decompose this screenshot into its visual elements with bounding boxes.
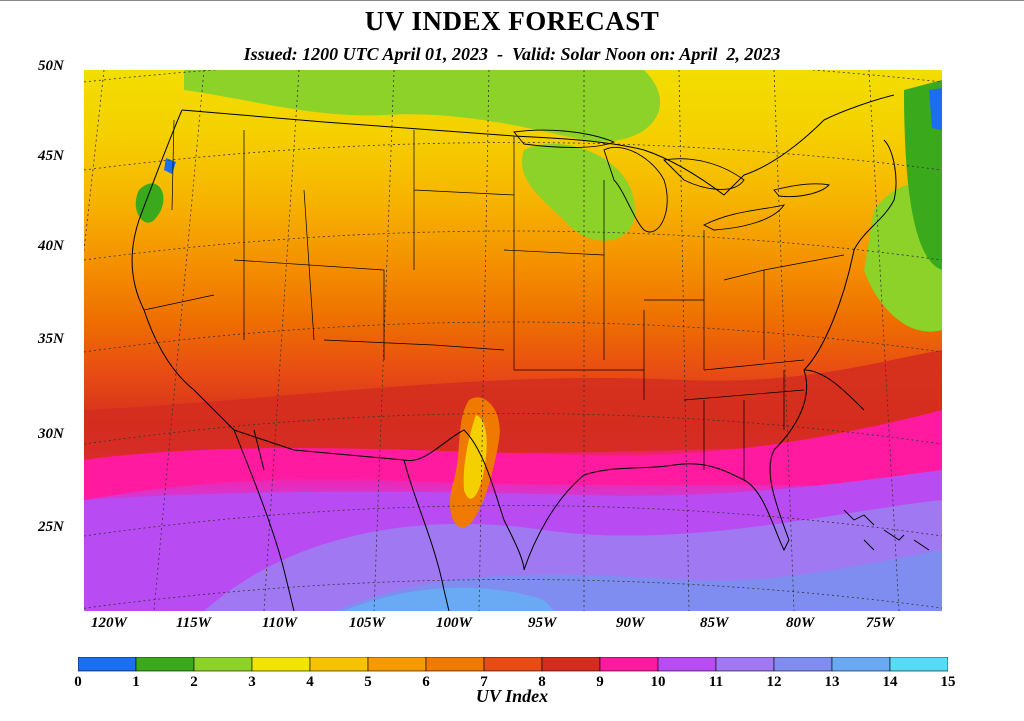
lake-michigan xyxy=(603,146,668,233)
colorbar-segment-14-15 xyxy=(889,657,948,672)
graticule xyxy=(84,70,942,611)
coastline-south-east xyxy=(233,139,897,571)
colorbar-segment-5-6 xyxy=(367,657,427,672)
coastline-pacific xyxy=(131,109,235,431)
lon-label-75w: 75W xyxy=(866,615,895,631)
lat-label-25n: 25N xyxy=(38,519,64,535)
lon-label-90w: 90W xyxy=(616,615,645,631)
colorbar-segment-11-12 xyxy=(715,657,775,672)
colorbar-tick-15: 15 xyxy=(940,674,956,690)
lon-label-120w: 120W xyxy=(91,615,127,631)
lon-label-100w: 100W xyxy=(436,615,472,631)
uv-zone-skyblue-gulf xyxy=(344,587,554,611)
lon-label-80w: 80W xyxy=(786,615,815,631)
uv-zone-blue-northeast xyxy=(929,88,942,130)
colorbar-tick-1: 1 xyxy=(132,674,140,690)
colorbar-segment-6-7 xyxy=(425,657,485,672)
colorbar-segment-9-10 xyxy=(599,657,659,672)
colorbar-tick-14: 14 xyxy=(882,674,898,690)
lake-erie xyxy=(702,204,786,231)
border-baja-inner xyxy=(253,429,265,471)
graticule-lat-30 xyxy=(84,413,942,445)
graticule-lat-20 xyxy=(84,579,942,609)
colorbar-tick-6: 6 xyxy=(422,674,430,690)
uv-fill-layer xyxy=(84,70,942,611)
graticule-lon-100 xyxy=(478,70,490,611)
graticule-lat-25 xyxy=(84,505,942,537)
colorbar-segment-7-8 xyxy=(483,657,543,672)
uv-zone-yellow-texas xyxy=(463,415,487,499)
colorbar-tick-8: 8 xyxy=(538,674,546,690)
colorbar-tick-0: 0 xyxy=(74,674,82,690)
lon-label-105w: 105W xyxy=(349,615,385,631)
colorbar-tick-11: 11 xyxy=(708,674,724,690)
colorbar-segment-0-1 xyxy=(78,657,137,672)
colorbar-segment-12-13 xyxy=(773,657,833,672)
colorbar-tick-10: 10 xyxy=(650,674,666,690)
uv-zone-green-greatlakes xyxy=(522,143,635,241)
lon-label-85w: 85W xyxy=(700,615,729,631)
graticule-lon-85 xyxy=(773,70,795,611)
colorbar-tick-12: 12 xyxy=(766,674,782,690)
lat-label-50n: 50N xyxy=(38,58,64,74)
uv-zone-red-south xyxy=(84,350,942,460)
colorbar-segment-2-3 xyxy=(193,657,253,672)
coastline-baja xyxy=(233,429,295,611)
colorbar-segment-8-9 xyxy=(541,657,601,672)
state-borders xyxy=(143,119,845,480)
colorbar-segment-3-4 xyxy=(251,657,311,672)
border-canada-us xyxy=(181,94,895,196)
graticule-lon-90 xyxy=(678,70,690,611)
lat-label-30n: 30N xyxy=(38,426,64,442)
colorbar-segment-4-5 xyxy=(309,657,369,672)
colorbar-tick-2: 2 xyxy=(190,674,198,690)
lon-label-115w: 115W xyxy=(176,615,212,631)
lake-ontario xyxy=(773,183,830,197)
lon-label-110w: 110W xyxy=(262,615,298,631)
graticule-lon-115 xyxy=(153,70,205,611)
uv-zone-green-northwest xyxy=(135,183,164,223)
lat-label-40n: 40N xyxy=(38,238,64,254)
colorbar-tick-5: 5 xyxy=(364,674,372,690)
colorbar-segment-13-14 xyxy=(831,657,891,672)
uv-index-map xyxy=(84,70,942,611)
colorbar-tick-3: 3 xyxy=(248,674,256,690)
graticule-lat-50 xyxy=(84,70,942,83)
bahamas-outline xyxy=(843,509,930,551)
colorbar-title: UV Index xyxy=(475,686,549,706)
uv-colorbar xyxy=(78,657,948,672)
graticule-lat-45 xyxy=(84,142,942,171)
colorbar-tick-13: 13 xyxy=(824,674,840,690)
page-title: UV INDEX FORECAST xyxy=(364,6,660,36)
colorbar-segment-1-2 xyxy=(135,657,195,672)
colorbar-tick-7: 7 xyxy=(480,674,488,690)
uv-zone-green-north xyxy=(184,70,661,142)
colorbar-segment-10-11 xyxy=(657,657,717,672)
lat-label-35n: 35N xyxy=(38,331,64,347)
graticule-lon-120 xyxy=(84,70,105,254)
coastline-florida-keys xyxy=(803,369,865,411)
colorbar-tick-4: 4 xyxy=(306,674,314,690)
graticule-lon-80 xyxy=(868,70,900,611)
colorbar-tick-9: 9 xyxy=(596,674,604,690)
lake-huron xyxy=(663,158,745,190)
boundaries xyxy=(131,94,930,611)
uv-zone-magenta-south xyxy=(84,410,942,500)
graticule-lat-40 xyxy=(84,230,942,261)
page-subtitle: Issued: 1200 UTC April 01, 2023 - Valid:… xyxy=(243,44,781,64)
graticule-lat-35 xyxy=(84,321,942,353)
lat-label-45n: 45N xyxy=(38,148,64,164)
graticule-lon-110 xyxy=(263,70,300,611)
top-border xyxy=(0,0,1024,1)
lon-label-95w: 95W xyxy=(528,615,557,631)
border-mexico-east xyxy=(403,459,450,611)
lake-superior xyxy=(513,129,616,148)
